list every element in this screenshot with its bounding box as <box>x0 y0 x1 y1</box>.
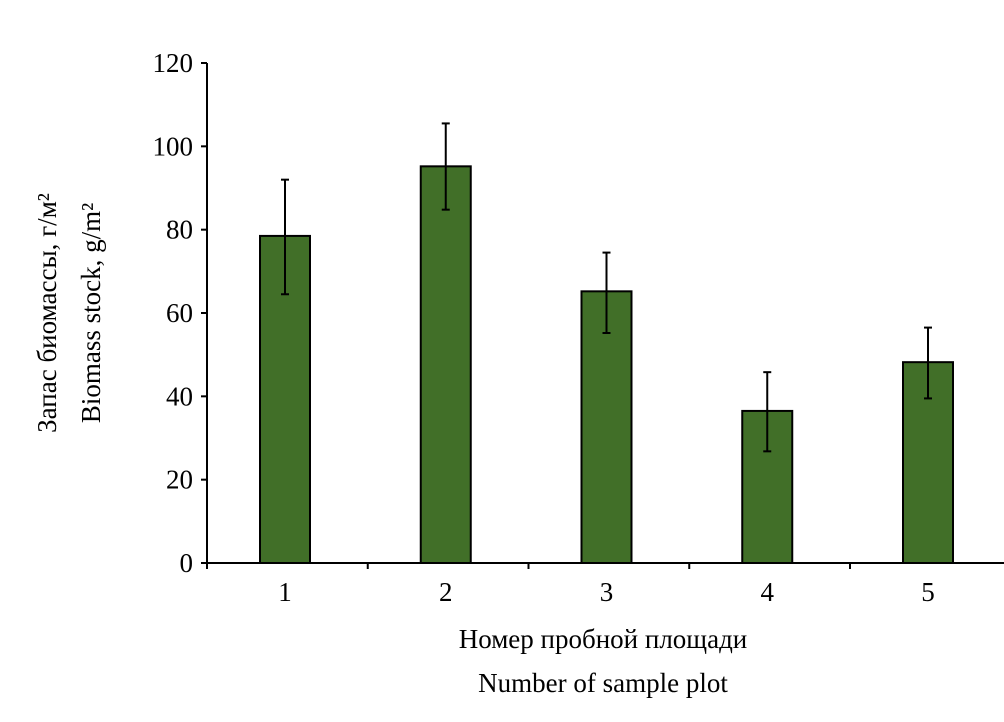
x-axis-title-ru: Номер пробной площади <box>459 624 748 654</box>
y-tick-label: 20 <box>166 465 193 495</box>
y-axis-title-ru: Запас биомассы, г/м² <box>32 193 62 433</box>
y-axis-title-en: Biomass stock, g/m² <box>76 203 106 423</box>
x-tick-label: 5 <box>921 577 935 607</box>
y-tick-label: 40 <box>166 381 193 411</box>
error-bars <box>281 122 932 453</box>
x-tick-label: 4 <box>761 577 775 607</box>
x-tick-label: 1 <box>278 577 292 607</box>
bar-3 <box>580 290 633 564</box>
y-tick-label: 80 <box>166 215 193 245</box>
y-tick-label: 60 <box>166 298 193 328</box>
x-axis-title-en: Number of sample plot <box>478 668 728 698</box>
y-axis: 0 20 40 60 80 100 120 <box>153 48 208 578</box>
y-tick-label: 0 <box>180 548 194 578</box>
bar-4 <box>741 409 794 564</box>
y-tick-label: 120 <box>153 48 194 78</box>
x-tick-label: 3 <box>600 577 614 607</box>
x-tick-label: 2 <box>439 577 453 607</box>
x-axis: 1 2 3 4 5 <box>206 562 1004 607</box>
bars <box>259 165 954 565</box>
bar-2 <box>419 165 472 564</box>
bar-1 <box>259 234 311 565</box>
y-tick-label: 100 <box>153 131 194 161</box>
